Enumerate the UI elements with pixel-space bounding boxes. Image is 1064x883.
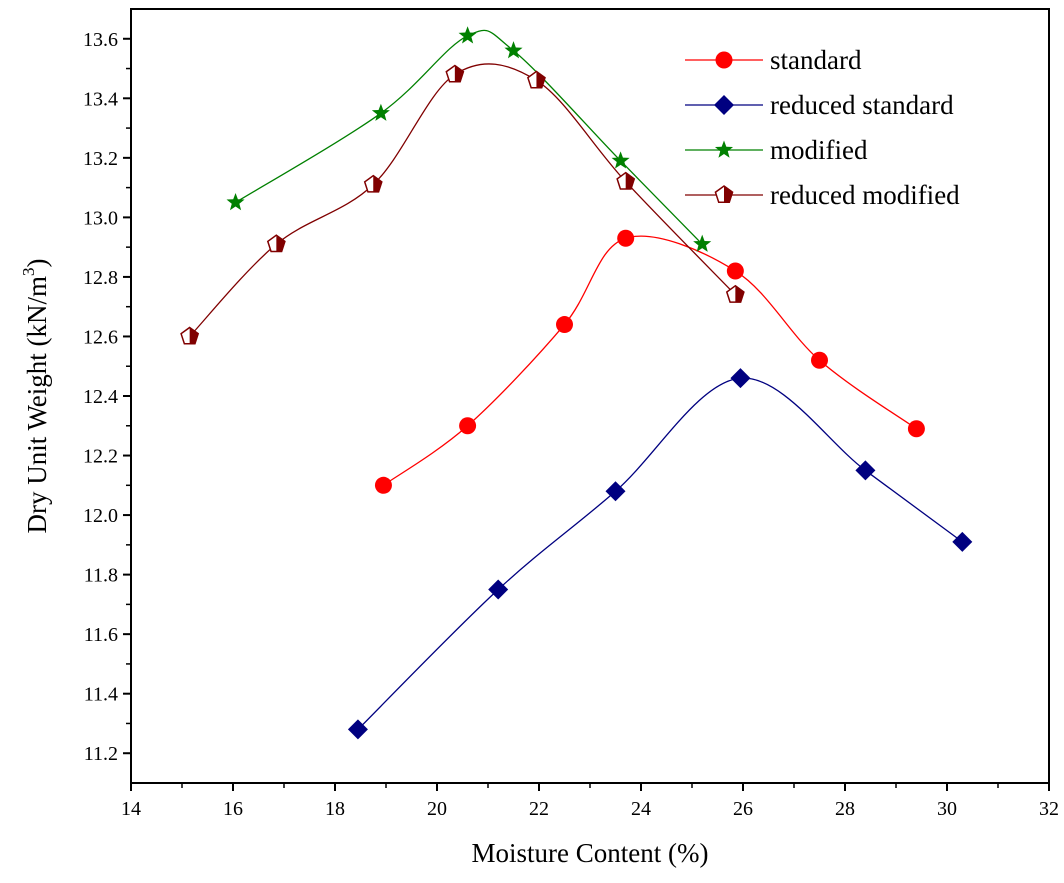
data-point-1 <box>605 481 626 502</box>
y-tick-label: 13.2 <box>83 148 118 170</box>
legend-marker <box>715 51 733 69</box>
data-point-0 <box>556 316 573 334</box>
y-tick-label: 13.6 <box>83 29 118 51</box>
y-axis-title-close: ) <box>22 258 52 267</box>
x-tick-label: 20 <box>427 798 447 820</box>
y-tick-label: 12.0 <box>83 505 118 527</box>
y-tick-label: 12.2 <box>83 446 118 468</box>
y-tick-label: 13.4 <box>83 88 118 110</box>
y-axis-title-superscript: 3 <box>19 267 38 276</box>
plot-markers <box>180 26 973 740</box>
data-point-0 <box>907 420 925 438</box>
data-point-3 <box>725 284 745 303</box>
legend-marker <box>714 95 734 115</box>
x-axis-ticks: 14 16 18 20 22 24 26 28 30 32 <box>121 783 1059 820</box>
y-tick-label: 11.8 <box>84 565 118 587</box>
legend-label: reduced standard <box>770 90 954 120</box>
data-point-0 <box>726 262 744 280</box>
x-tick-label: 22 <box>529 798 549 820</box>
x-tick-label: 26 <box>733 798 753 820</box>
data-point-0 <box>374 476 392 494</box>
x-tick-label: 14 <box>121 798 141 820</box>
x-tick-label: 28 <box>835 798 855 820</box>
data-point-1 <box>855 460 876 481</box>
y-axis-ticks: 11.2 11.4 11.6 11.8 12.0 12.2 12.4 12.6 12.8 13.0… <box>83 29 131 765</box>
y-tick-label: 11.6 <box>84 624 118 646</box>
series-line-2 <box>235 29 703 245</box>
data-point-3 <box>527 70 546 89</box>
x-tick-label: 30 <box>937 798 957 820</box>
series-line-3 <box>189 63 736 337</box>
data-point-2 <box>458 26 477 44</box>
y-tick-label: 11.2 <box>84 743 118 765</box>
series-line-0 <box>383 235 917 486</box>
legend-label: reduced modified <box>770 180 960 210</box>
y-tick-label: 13.0 <box>83 207 118 229</box>
data-point-3 <box>363 174 383 193</box>
x-axis-title: Moisture Content (%) <box>472 838 709 868</box>
data-point-3 <box>266 234 286 253</box>
legend-marker <box>714 140 734 158</box>
legend-label: modified <box>770 135 868 165</box>
x-tick-label: 32 <box>1039 798 1059 820</box>
data-point-1 <box>952 531 973 552</box>
data-point-3 <box>616 171 636 190</box>
data-point-3 <box>180 326 200 345</box>
data-point-0 <box>617 229 635 247</box>
data-point-2 <box>371 103 390 121</box>
x-tick-label: 24 <box>631 798 651 820</box>
data-point-0 <box>811 351 828 369</box>
data-point-2 <box>611 151 630 169</box>
data-point-1 <box>347 719 368 740</box>
x-tick-label: 16 <box>223 798 243 820</box>
data-point-1 <box>730 368 751 389</box>
data-point-1 <box>488 579 509 600</box>
data-point-0 <box>459 417 477 435</box>
data-point-2 <box>504 41 523 59</box>
y-tick-label: 12.8 <box>83 267 118 289</box>
legend-label: standard <box>770 45 862 75</box>
data-point-3 <box>445 64 465 83</box>
y-tick-label: 12.4 <box>83 386 118 408</box>
data-point-2 <box>226 193 245 211</box>
y-axis-title-base: Dry Unit Weight (kN/m <box>22 276 52 534</box>
y-tick-label: 11.4 <box>84 684 118 706</box>
y-axis-title: Dry Unit Weight (kN/m3) <box>19 258 52 533</box>
legend: standard reduced standard modified reduced … <box>685 45 960 210</box>
legend-marker <box>714 185 734 204</box>
y-tick-label: 12.6 <box>83 326 118 348</box>
series-line-1 <box>357 377 963 730</box>
data-point-2 <box>693 234 712 252</box>
plot-frame <box>130 8 1050 784</box>
x-tick-label: 18 <box>325 798 345 820</box>
